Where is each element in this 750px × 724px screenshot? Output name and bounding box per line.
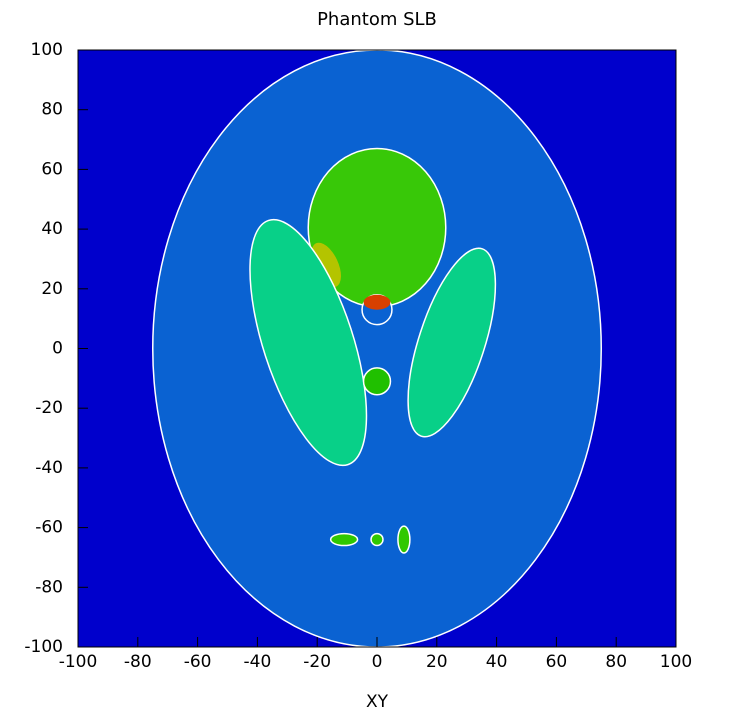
x-tick-label: 40 xyxy=(486,652,508,672)
ellipse xyxy=(407,247,497,438)
y-tick-label: 80 xyxy=(41,100,63,120)
ellipse xyxy=(152,49,602,648)
y-tick-label: 20 xyxy=(41,279,63,299)
chart-title: Phantom SLB xyxy=(317,9,437,30)
x-tick-label: -20 xyxy=(303,652,331,672)
y-tick-label: -100 xyxy=(24,637,63,657)
y-tick-label: 100 xyxy=(31,40,63,60)
x-tick-label: 20 xyxy=(426,652,448,672)
y-tick-label: 0 xyxy=(52,339,63,359)
ellipse xyxy=(397,525,411,554)
ellipse xyxy=(370,532,384,547)
x-tick-label: 60 xyxy=(546,652,568,672)
x-tick-label: 0 xyxy=(372,652,383,672)
x-tick-label: 100 xyxy=(660,652,692,672)
x-tick-label: -80 xyxy=(124,652,152,672)
x-tick-label: -100 xyxy=(59,652,98,672)
ellipse xyxy=(362,367,392,396)
y-tick-label: -40 xyxy=(35,458,63,478)
y-tick-label: -60 xyxy=(35,518,63,538)
ellipse xyxy=(363,294,391,310)
ellipse xyxy=(329,532,359,547)
y-tick-label: -80 xyxy=(35,577,63,597)
x-axis-label: XY xyxy=(366,692,389,712)
y-tick-label: 40 xyxy=(41,219,63,239)
x-tick-label: -60 xyxy=(184,652,212,672)
x-tick-label: 80 xyxy=(605,652,627,672)
ellipse xyxy=(249,218,368,467)
y-tick-label: -20 xyxy=(35,398,63,418)
x-tick-label: -40 xyxy=(244,652,272,672)
y-tick-label: 60 xyxy=(41,159,63,179)
